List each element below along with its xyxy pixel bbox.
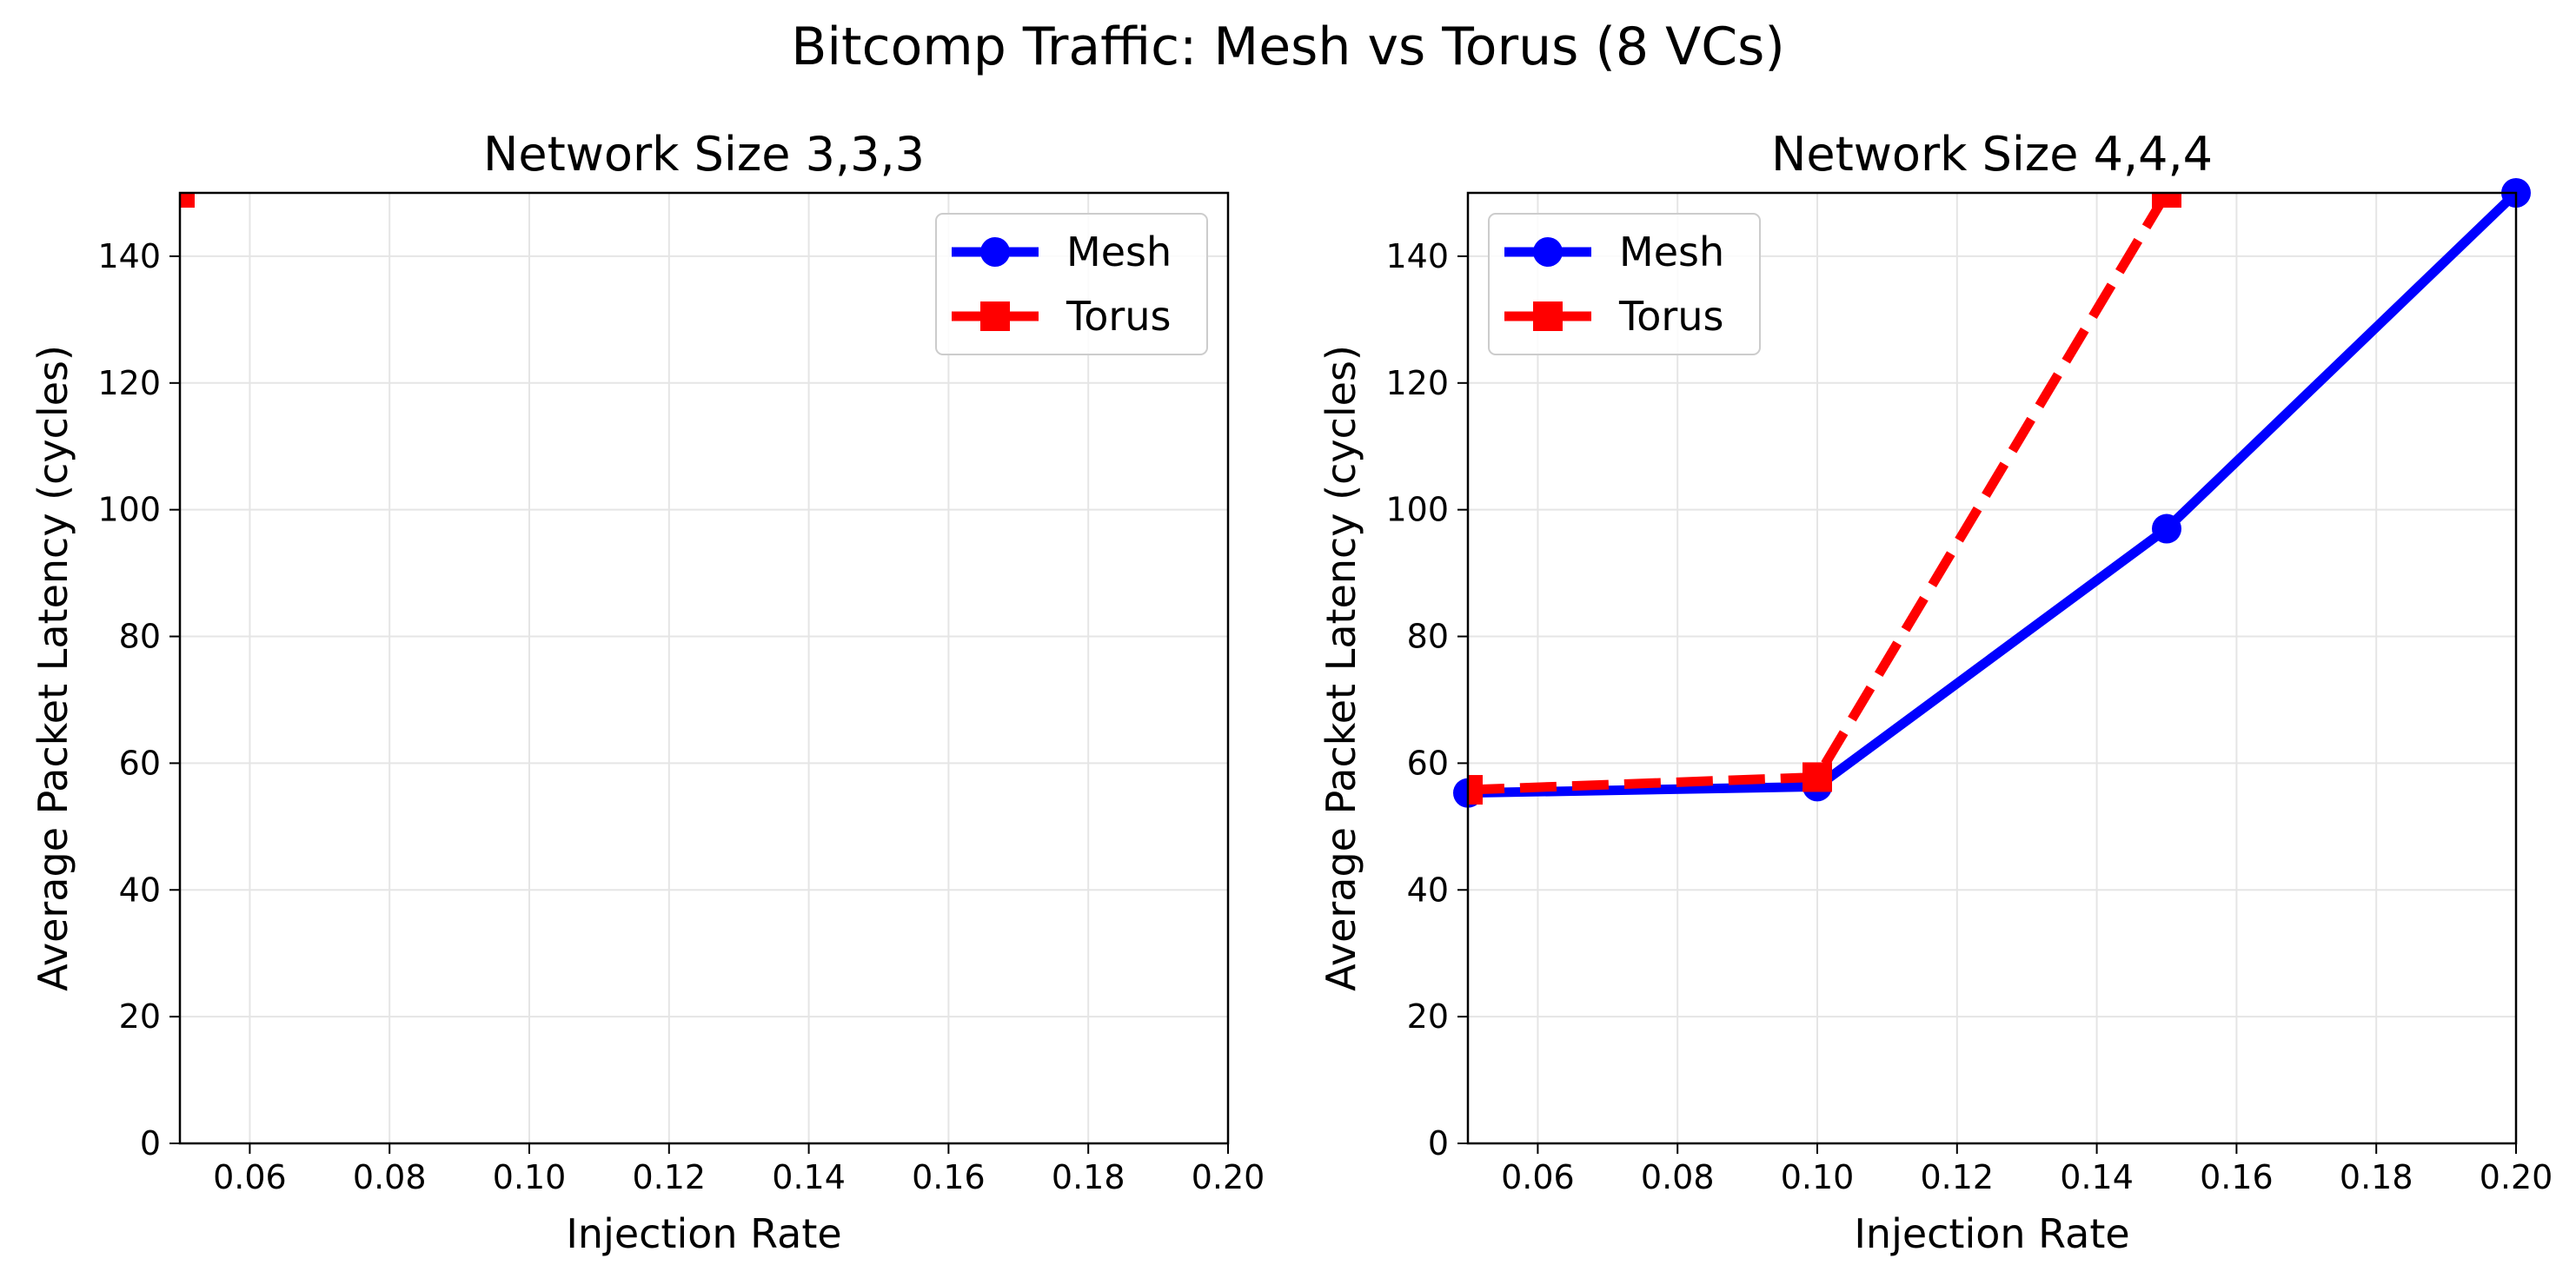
y-tick-label: 20 <box>119 997 161 1036</box>
x-tick-label: 0.06 <box>213 1158 287 1196</box>
series-line-torus <box>1468 193 2171 795</box>
data-point-torus <box>1468 775 1483 805</box>
legend-marker-square-icon <box>980 301 1010 331</box>
x-tick-label: 0.18 <box>1052 1158 1125 1196</box>
y-tick-label: 0 <box>140 1124 161 1162</box>
y-tick-label: 80 <box>119 618 161 656</box>
x-tick-label: 0.20 <box>1192 1158 1265 1196</box>
legend-label-mesh: Mesh <box>1619 229 1724 275</box>
y-axis-label: Average Packet Latency (cycles) <box>1318 345 1364 991</box>
y-tick-label: 0 <box>1428 1124 1449 1162</box>
y-tick-label: 80 <box>1407 618 1449 656</box>
x-tick-label: 0.06 <box>1501 1158 1575 1196</box>
y-tick-label: 120 <box>1385 364 1449 402</box>
data-point-torus <box>1803 762 1832 792</box>
axes-frame <box>1466 191 2518 1145</box>
chart-panel-left: 0.06 0.08 0.10 0.12 0.14 0.16 0.18 0.20 0 20 40 60 8… <box>30 127 1265 1257</box>
y-tick-label: 120 <box>97 364 161 402</box>
y-tick-label: 100 <box>1385 491 1449 529</box>
legend-marker-circle-icon <box>980 237 1010 267</box>
legend-label-mesh: Mesh <box>1066 229 1172 275</box>
legend-label-torus: Torus <box>1618 293 1723 340</box>
legend-label-torus: Torus <box>1066 293 1171 340</box>
y-tick-label: 20 <box>1407 997 1449 1036</box>
data-point-mesh <box>2152 513 2181 544</box>
x-tick-label: 0.16 <box>912 1158 986 1196</box>
figure-suptitle: Bitcomp Traffic: Mesh vs Torus (8 VCs) <box>791 17 1785 77</box>
panel-title: Network Size 4,4,4 <box>1771 127 2213 182</box>
y-tick-label: 140 <box>1385 237 1449 275</box>
x-tick-label: 0.10 <box>493 1158 567 1196</box>
x-tick-label: 0.14 <box>772 1158 846 1196</box>
y-axis-label: Average Packet Latency (cycles) <box>30 345 76 991</box>
data-point-torus <box>2152 193 2181 208</box>
data-point-torus <box>180 193 195 208</box>
axes-frame <box>178 191 1230 1145</box>
x-tick-label: 0.12 <box>1920 1158 1994 1196</box>
legend-marker-square-icon <box>1533 301 1563 331</box>
y-tick-label: 60 <box>1407 744 1449 782</box>
legend: Mesh Torus <box>935 213 1208 355</box>
chart-panel-right: 0.06 0.08 0.10 0.12 0.14 0.16 0.18 0.20 0 20 40 60 8… <box>1318 127 2553 1257</box>
legend: Mesh Torus <box>1488 213 1761 355</box>
y-tick-label: 40 <box>1407 871 1449 909</box>
series-torus <box>1468 193 2181 805</box>
x-axis-label: Injection Rate <box>1854 1210 2129 1257</box>
x-tick-label: 0.16 <box>2200 1158 2274 1196</box>
x-tick-label: 0.08 <box>353 1158 427 1196</box>
x-tick-label: 0.14 <box>2060 1158 2134 1196</box>
y-tick-label: 40 <box>119 871 161 909</box>
legend-marker-circle-icon <box>1533 237 1563 267</box>
x-tick-label: 0.18 <box>2340 1158 2413 1196</box>
x-tick-label: 0.08 <box>1641 1158 1715 1196</box>
x-tick-label: 0.20 <box>2480 1158 2553 1196</box>
y-tick-label: 100 <box>97 491 161 529</box>
series-torus <box>180 193 195 208</box>
panel-title: Network Size 3,3,3 <box>483 127 925 182</box>
y-tick-label: 60 <box>119 744 161 782</box>
x-tick-label: 0.12 <box>632 1158 706 1196</box>
x-axis-label: Injection Rate <box>566 1210 841 1257</box>
x-tick-label: 0.10 <box>1781 1158 1855 1196</box>
series-line-mesh <box>1468 193 2516 798</box>
y-tick-label: 140 <box>97 237 161 275</box>
